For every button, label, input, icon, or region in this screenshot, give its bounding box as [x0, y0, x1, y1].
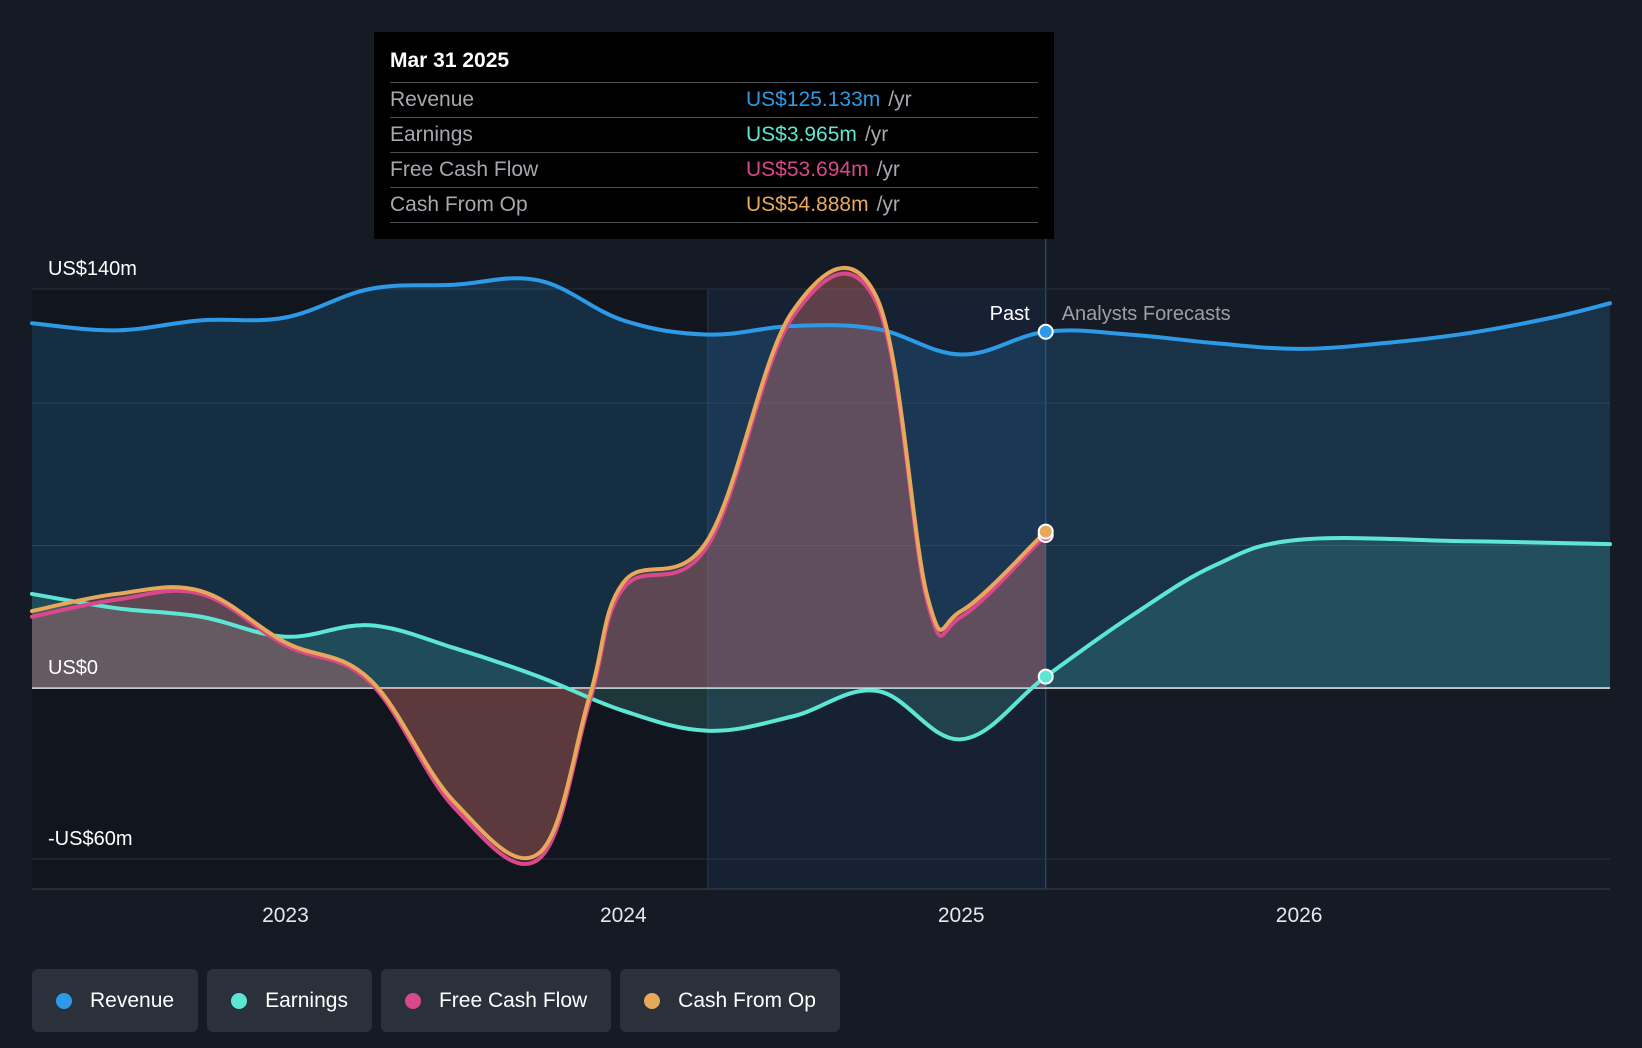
legend: Revenue Earnings Free Cash Flow Cash Fro…: [32, 969, 840, 1032]
cash-from-op-area: [32, 267, 1046, 859]
past-label: Past: [990, 303, 1030, 325]
x-tick-label-2025: 2025: [938, 904, 985, 927]
tooltip-earnings-unit: /yr: [864, 123, 889, 146]
revenue-area: [32, 278, 1610, 688]
cash-from-op-dot-icon: [644, 992, 661, 1009]
free-cash-flow-area: [32, 273, 1046, 865]
legend-earnings-label: Earnings: [265, 988, 348, 1012]
earnings-area: [32, 538, 1610, 740]
legend-revenue-label: Revenue: [90, 988, 175, 1012]
tooltip: Mar 31 2025 Revenue US$125.133m /yr Earn…: [374, 32, 1054, 239]
earnings-marker: [1037, 668, 1054, 685]
legend-item-revenue[interactable]: Revenue: [32, 969, 199, 1032]
tooltip-row-revenue: Revenue US$125.133m /yr: [390, 82, 1038, 117]
x-tick-label-2026: 2026: [1276, 904, 1323, 927]
tooltip-row-fcf: Free Cash Flow US$53.694m /yr: [390, 152, 1038, 187]
free-cash-flow-dot-icon: [404, 992, 421, 1009]
legend-cash-from-op-label: Cash From Op: [678, 988, 816, 1012]
revenue-marker: [1037, 323, 1054, 340]
legend-item-earnings[interactable]: Earnings: [207, 969, 372, 1032]
tooltip-fcf-label: Free Cash Flow: [390, 158, 539, 181]
tooltip-date: Mar 31 2025: [390, 49, 510, 72]
revenue-dot-icon: [56, 992, 72, 1009]
x-tick-label-2023: 2023: [262, 904, 309, 927]
tooltip-earnings-label: Earnings: [390, 123, 473, 146]
legend-item-cash-from-op[interactable]: Cash From Op: [620, 969, 840, 1032]
earnings-dot-icon: [231, 992, 248, 1009]
revenue-line: [30, 276, 1612, 357]
tooltip-cfo-unit: /yr: [876, 193, 900, 216]
tooltip-row-earnings: Earnings US$3.965m /yr: [390, 117, 1038, 152]
y-tick-label-0: US$140m: [48, 258, 137, 280]
tooltip-revenue-label: Revenue: [390, 88, 475, 111]
legend-free-cash-flow-label: Free Cash Flow: [438, 988, 588, 1012]
earnings-line: [30, 536, 1612, 742]
tooltip-cfo-value: US$54.888m: [746, 193, 869, 216]
tooltip-earnings-value: US$3.965m: [746, 123, 857, 146]
tooltip-cfo-label: Cash From Op: [390, 193, 528, 216]
forecast-label: Analysts Forecasts: [1062, 303, 1231, 325]
tooltip-fcf-unit: /yr: [876, 158, 900, 181]
cash-from-op-line: [30, 265, 1048, 861]
tooltip-revenue-unit: /yr: [888, 88, 912, 111]
legend-item-free-cash-flow[interactable]: Free Cash Flow: [380, 969, 612, 1032]
tooltip-row-cfo: Cash From Op US$54.888m /yr: [390, 187, 1038, 223]
x-tick-label-2024: 2024: [600, 904, 647, 927]
tooltip-revenue-value: US$125.133m: [746, 88, 881, 111]
tooltip-fcf-value: US$53.694m: [746, 158, 869, 181]
y-tick-label-1: US$0: [48, 657, 98, 679]
y-tick-label-2: -US$60m: [48, 828, 132, 850]
cash-from-op-marker: [1037, 523, 1054, 540]
